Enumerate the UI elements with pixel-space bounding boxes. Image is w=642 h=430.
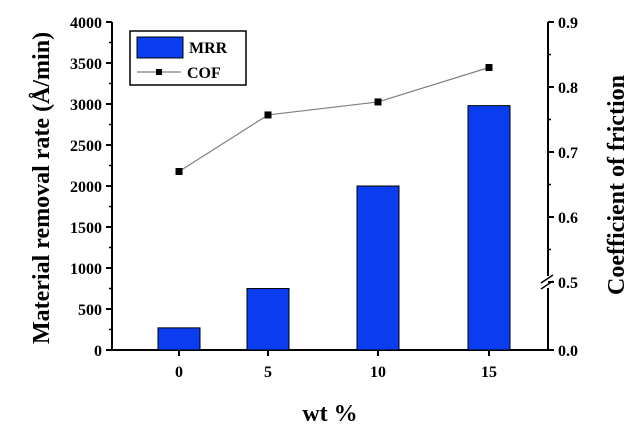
y2-tick-label: 0.9 bbox=[558, 15, 578, 32]
y2-tick-label: 0.7 bbox=[558, 145, 578, 162]
y2-tick-label: 0.6 bbox=[558, 210, 578, 227]
y-tick-label: 1500 bbox=[70, 220, 102, 237]
y2-tick-label: 0.8 bbox=[558, 80, 578, 97]
cof-point bbox=[485, 64, 493, 71]
y2-axis-ticks: 0.0 0.5 0.6 0.7 0.8 0.9 bbox=[548, 15, 578, 360]
y-tick-label: 500 bbox=[78, 302, 102, 319]
cof-point bbox=[374, 98, 382, 106]
legend-label-mrr: MRR bbox=[189, 40, 228, 57]
legend: MRR COF bbox=[129, 30, 247, 86]
x-tick-label: 10 bbox=[370, 364, 386, 381]
x-axis-ticks: 0 5 10 15 bbox=[175, 350, 497, 381]
y-tick-label: 2500 bbox=[70, 138, 102, 155]
y2-tick-label: 0.0 bbox=[558, 343, 578, 360]
legend-swatch-mrr bbox=[136, 36, 184, 59]
y-tick-label: 3000 bbox=[70, 97, 102, 114]
y-tick-label: 3500 bbox=[70, 56, 102, 73]
y-axis-ticks: 0 500 1000 1500 2000 2500 3000 3500 4000 bbox=[70, 15, 112, 360]
bar-mrr bbox=[157, 327, 201, 351]
x-tick-label: 0 bbox=[175, 364, 183, 381]
y-tick-label: 1000 bbox=[70, 261, 102, 278]
legend-marker-cof bbox=[156, 69, 162, 75]
y-tick-label: 0 bbox=[94, 343, 102, 360]
cof-point bbox=[264, 111, 272, 119]
y2-tick-label: 0.5 bbox=[558, 275, 578, 292]
cof-point bbox=[175, 168, 183, 175]
legend-label-cof: COF bbox=[187, 65, 221, 82]
bar-mrr bbox=[467, 105, 511, 351]
y2-axis-title: Coefficient of friction bbox=[604, 75, 630, 295]
x-axis-title: wt % bbox=[302, 401, 357, 427]
x-tick-label: 5 bbox=[264, 364, 272, 381]
bar-mrr bbox=[356, 185, 400, 351]
y-tick-label: 2000 bbox=[70, 179, 102, 196]
cof-line-group bbox=[175, 64, 493, 175]
y-axis-title: Material removal rate (Å/min) bbox=[29, 32, 55, 344]
y-tick-label: 4000 bbox=[70, 15, 102, 32]
axis-break-slash bbox=[540, 274, 554, 284]
x-tick-label: 15 bbox=[481, 364, 497, 381]
bars-group bbox=[157, 105, 511, 351]
cof-line bbox=[178, 66, 490, 173]
bar-mrr bbox=[246, 288, 290, 351]
